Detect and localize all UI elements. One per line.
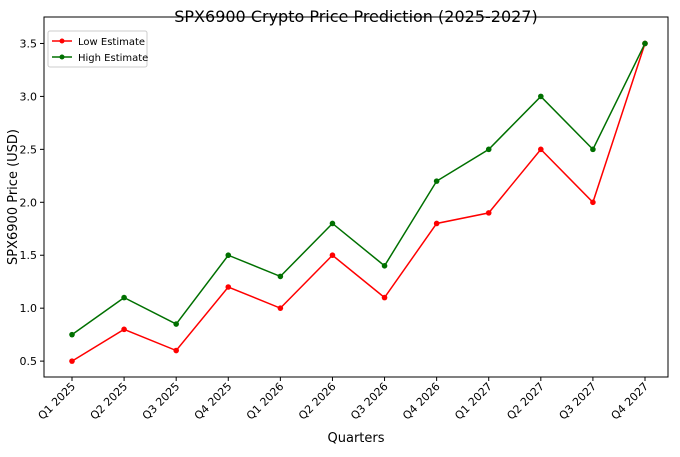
x-tick-label: Q1 2026 <box>244 380 287 423</box>
x-tick-label: Q2 2026 <box>296 380 339 423</box>
legend-label-high: High Estimate <box>78 53 148 64</box>
x-axis-label: Quarters <box>328 431 385 446</box>
legend-label-low: Low Estimate <box>78 37 145 48</box>
data-point-high <box>590 146 596 153</box>
plot-area <box>43 16 669 378</box>
data-point-high <box>121 294 127 301</box>
y-tick-label: 1.5 <box>20 249 38 262</box>
x-tick-label: Q1 2027 <box>452 380 495 423</box>
y-tick-label: 3.5 <box>20 37 38 50</box>
x-tick-label: Q4 2025 <box>192 380 235 423</box>
data-point-high <box>277 273 284 280</box>
y-axis-label: SPX6900 Price (USD) <box>6 129 21 265</box>
data-point-high <box>485 146 492 153</box>
data-point-low <box>277 305 284 311</box>
data-point-low <box>485 210 492 216</box>
data-point-high <box>173 321 179 327</box>
data-point-low <box>329 252 336 259</box>
x-tick-label: Q3 2026 <box>348 380 391 423</box>
legend-box <box>47 30 148 68</box>
y-tick-label: 2.0 <box>20 196 38 209</box>
data-point-high <box>538 93 544 100</box>
data-point-low <box>225 284 232 290</box>
series-line-high <box>71 43 646 336</box>
data-point-low <box>381 294 388 301</box>
data-point-high <box>642 40 648 47</box>
data-point-low <box>173 347 179 354</box>
data-point-low <box>538 146 544 153</box>
x-tick-label: Q3 2025 <box>140 380 183 423</box>
x-tick-label: Q4 2026 <box>400 380 443 423</box>
data-point-high <box>225 252 232 259</box>
data-point-high <box>69 331 75 338</box>
data-point-high <box>433 178 440 184</box>
x-tick-label: Q2 2025 <box>88 380 131 423</box>
x-tick-label: Q4 2027 <box>609 380 652 423</box>
data-point-low <box>590 199 596 206</box>
data-point-low <box>433 220 440 227</box>
x-tick-label: Q1 2025 <box>36 380 79 423</box>
x-tick-label: Q3 2027 <box>556 380 599 423</box>
x-tick-label: Q2 2027 <box>504 380 547 423</box>
data-point-high <box>329 220 336 227</box>
data-point-low <box>121 326 127 333</box>
y-tick-label: 1.0 <box>20 302 38 315</box>
legend-marker-high <box>59 54 65 60</box>
data-point-low <box>69 358 75 364</box>
series-line-low <box>71 43 646 362</box>
y-tick-label: 3.0 <box>20 90 38 103</box>
legend-marker-low <box>59 38 65 44</box>
y-tick-label: 2.5 <box>20 143 38 156</box>
data-point-high <box>381 263 388 269</box>
legend: Low Estimate High Estimate <box>47 30 148 68</box>
y-tick-label: 0.5 <box>20 355 38 368</box>
